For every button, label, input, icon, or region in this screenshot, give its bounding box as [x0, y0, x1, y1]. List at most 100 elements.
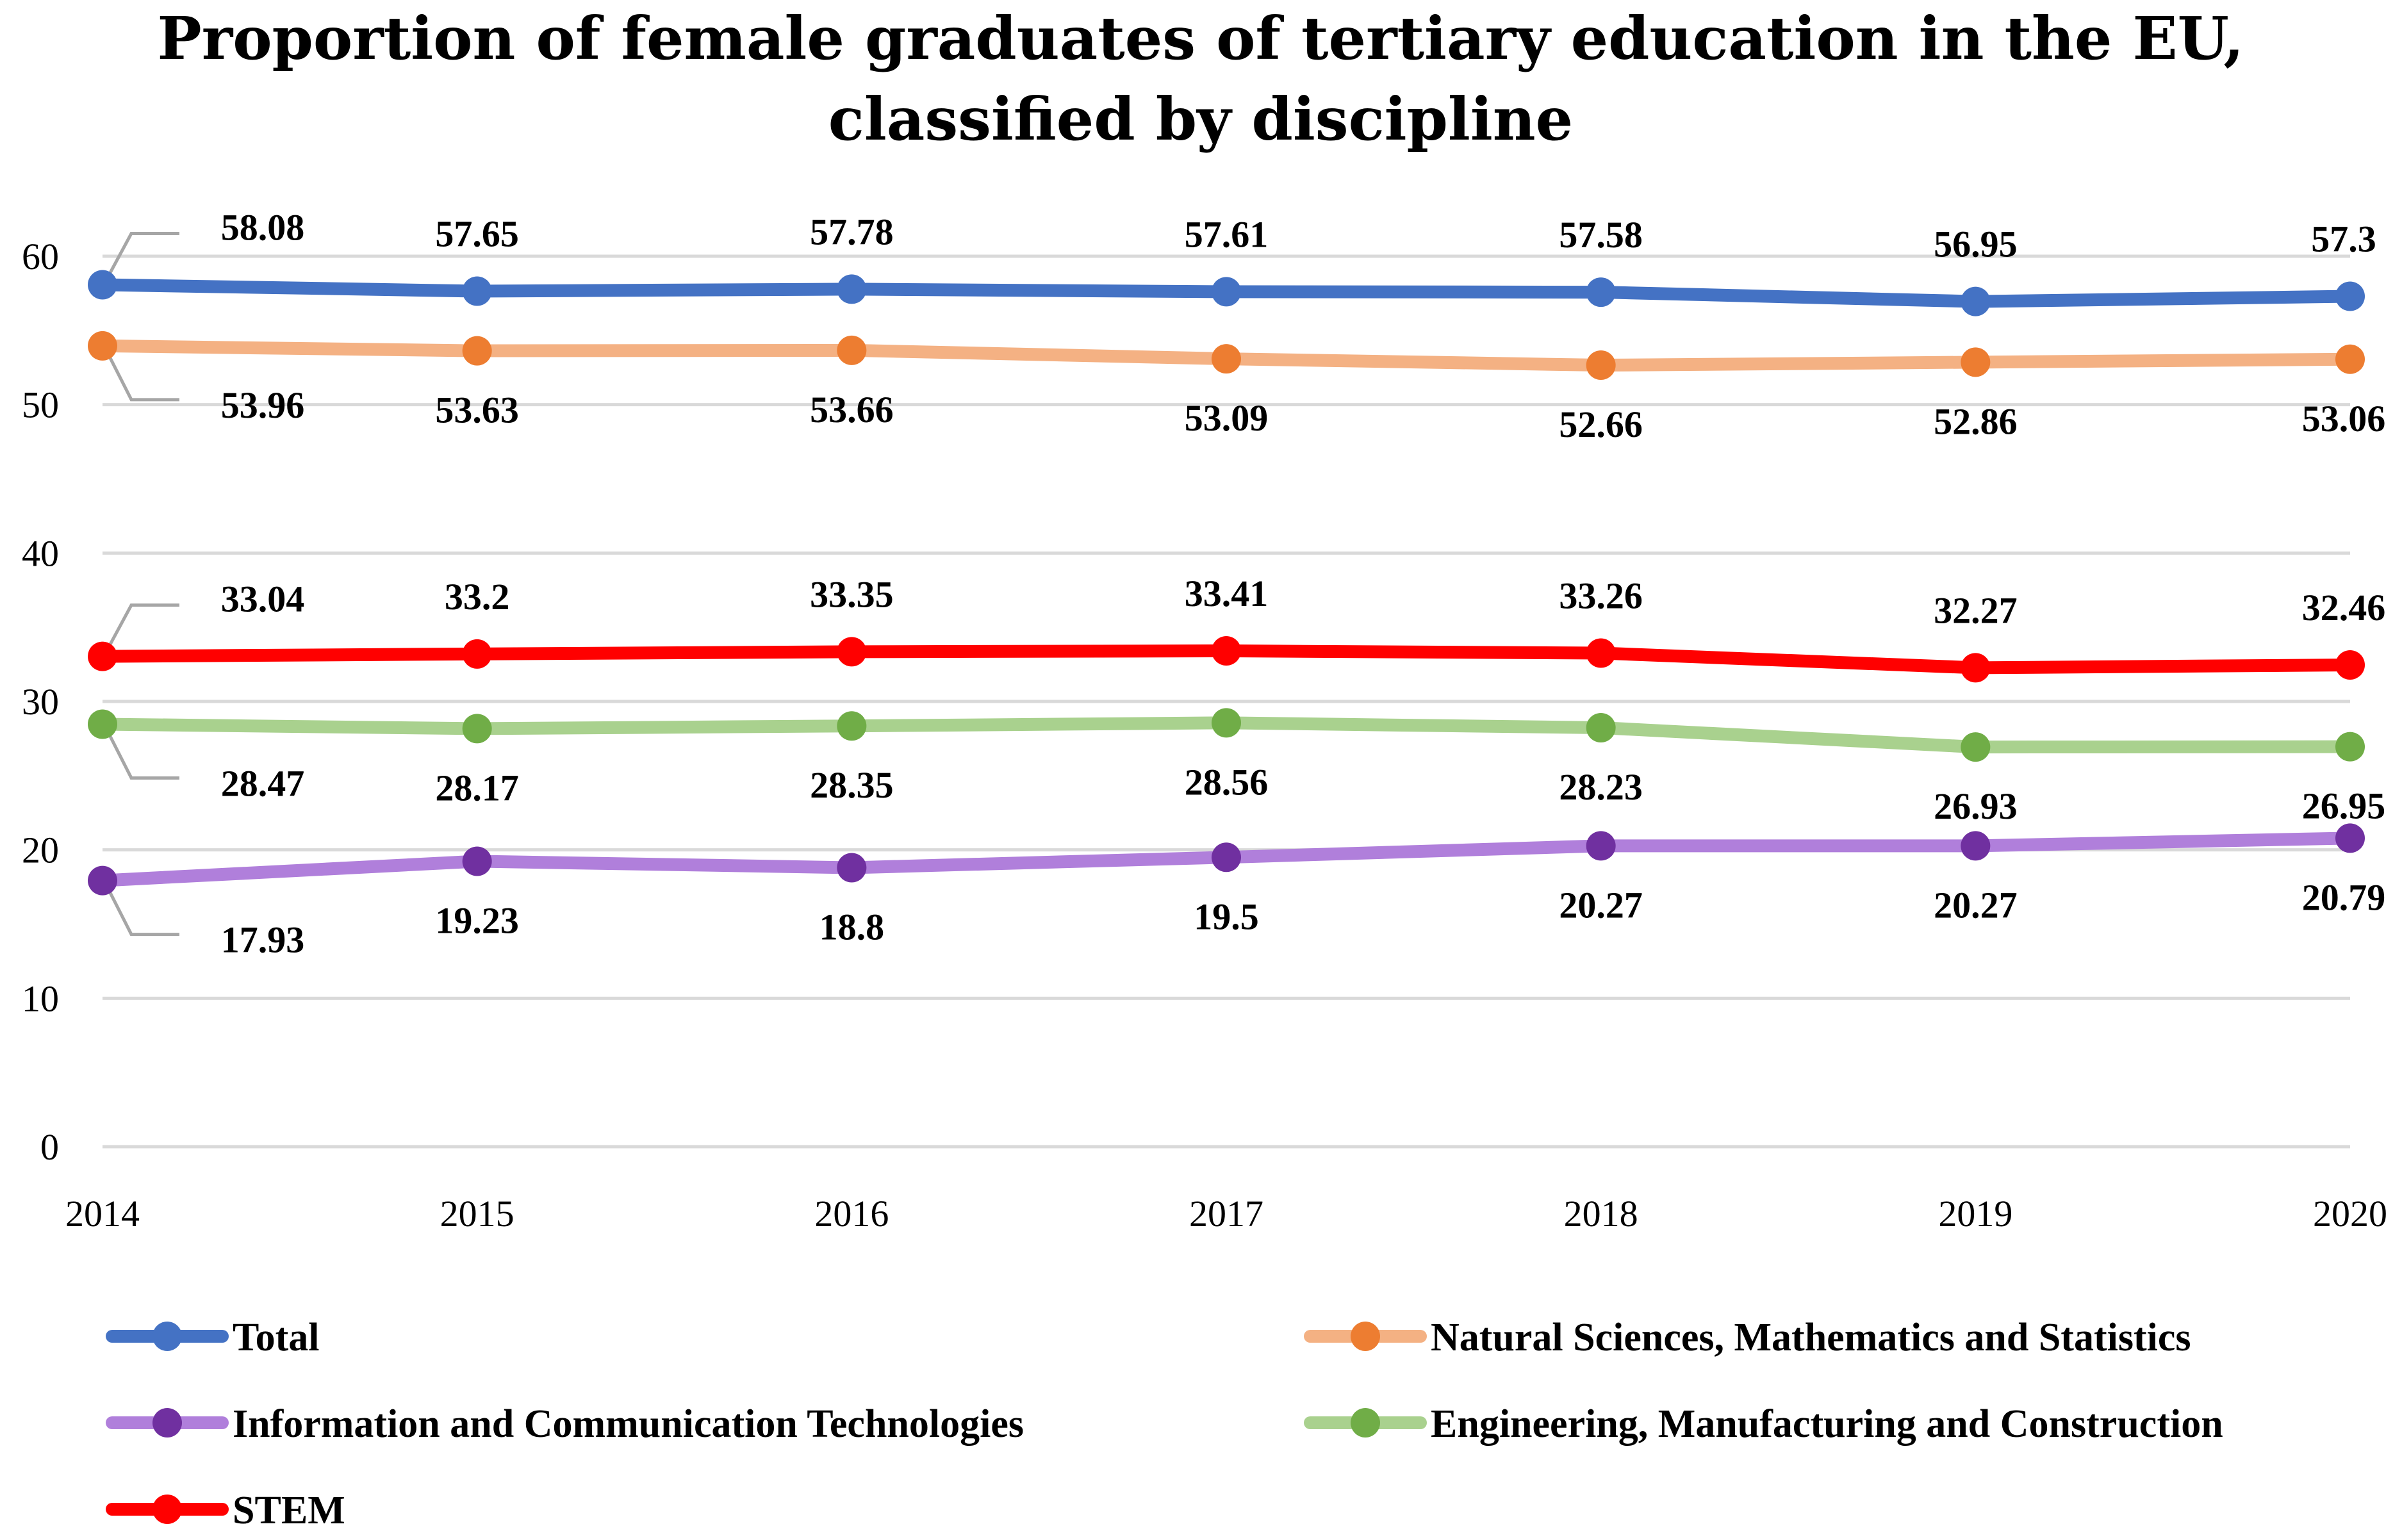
data-point-stem: [2335, 650, 2365, 680]
data-point-stem: [1961, 653, 1991, 683]
data-label-stem: 33.04: [221, 578, 305, 620]
data-point-natsci: [462, 336, 492, 366]
leader-line-total: [107, 231, 179, 276]
data-point-eng: [88, 709, 117, 739]
x-axis-tick-labels: 2014 2015 2016 2017 2018 2019 2020: [65, 1193, 2387, 1234]
data-point-total: [2335, 281, 2365, 311]
leader-line-stem: [107, 603, 179, 648]
leader-line-natsci: [107, 354, 179, 402]
y-tick-label: 30: [22, 681, 59, 723]
data-point-ict: [1586, 831, 1616, 861]
data-point-total: [462, 276, 492, 306]
legend-label: Natural Sciences, Mathematics and Statis…: [1431, 1316, 2191, 1359]
series-stem: [88, 636, 2365, 683]
data-point-natsci: [1212, 344, 1241, 374]
data-point-ict: [88, 865, 117, 896]
data-label-stem: 33.41: [1185, 573, 1269, 614]
data-label-total: 56.95: [1934, 224, 2018, 265]
data-point-ict: [2335, 823, 2365, 853]
data-label-eng: 28.23: [1559, 766, 1643, 808]
data-point-ict: [1212, 842, 1241, 872]
data-label-eng: 26.95: [2302, 785, 2386, 827]
data-point-total: [837, 274, 867, 304]
data-label-ict: 17.93: [221, 919, 305, 961]
y-tick-label: 40: [22, 532, 59, 574]
legend-label: Total: [233, 1316, 320, 1359]
y-tick-label: 0: [40, 1126, 59, 1168]
series-layer: [88, 270, 2365, 896]
data-point-eng: [2335, 732, 2365, 762]
data-label-natsci: 53.96: [221, 384, 305, 426]
legend-swatch-marker: [152, 1322, 182, 1351]
data-label-total: 57.3: [2311, 218, 2376, 260]
data-point-stem: [1586, 638, 1616, 668]
data-label-stem: 33.26: [1559, 575, 1643, 616]
x-tick-label: 2018: [1564, 1193, 1638, 1234]
legend-label: STEM: [233, 1489, 345, 1532]
data-label-ict: 19.5: [1194, 896, 1259, 937]
legend-label: Engineering, Manufacturing and Construct…: [1431, 1402, 2223, 1446]
legend-entry-stem: STEM: [106, 1489, 345, 1532]
data-point-eng: [1586, 713, 1616, 743]
data-label-eng: 28.35: [810, 764, 894, 806]
data-point-natsci: [837, 335, 867, 365]
data-label-eng: 28.17: [435, 767, 519, 808]
data-label-ict: 20.79: [2302, 876, 2386, 918]
legend-swatch-marker: [152, 1495, 182, 1524]
data-point-stem: [88, 641, 117, 671]
legend-swatch-marker: [152, 1408, 182, 1438]
data-point-total: [1586, 277, 1616, 307]
x-tick-label: 2016: [814, 1193, 889, 1234]
data-point-natsci: [2335, 344, 2365, 374]
data-label-stem: 32.46: [2302, 587, 2386, 628]
data-point-stem: [1212, 636, 1241, 666]
legend-label: Information and Communication Technologi…: [233, 1402, 1024, 1446]
chart-title-line-2: classified by discipline: [828, 85, 1573, 154]
chart-title-line-1: Proportion of female graduates of tertia…: [158, 4, 2244, 73]
legend-entry-natsci: Natural Sciences, Mathematics and Statis…: [1304, 1316, 2191, 1359]
x-tick-label: 2019: [1938, 1193, 2012, 1234]
data-point-eng: [1212, 708, 1241, 738]
data-label-ict: 20.27: [1934, 884, 2018, 926]
x-tick-label: 2015: [440, 1193, 514, 1234]
data-label-eng: 28.47: [221, 762, 305, 804]
leader-line-ict: [107, 889, 179, 937]
data-label-total: 57.61: [1185, 213, 1269, 255]
data-point-total: [1212, 277, 1241, 307]
data-point-total: [88, 270, 117, 300]
data-point-eng: [837, 711, 867, 741]
y-tick-label: 60: [22, 236, 59, 277]
data-point-natsci: [1586, 350, 1616, 381]
data-label-stem: 32.27: [1934, 589, 2018, 631]
leader-line-eng: [107, 733, 179, 780]
data-label-ict: 20.27: [1559, 884, 1643, 926]
data-label-stem: 33.35: [810, 573, 894, 615]
x-tick-label: 2014: [65, 1193, 140, 1234]
data-label-eng: 26.93: [1934, 785, 2018, 827]
y-tick-label: 20: [22, 830, 59, 871]
legend-swatch-marker: [1351, 1322, 1380, 1351]
data-labels: 58.08 57.65 57.78 57.61 57.58 56.95 57.3 53.96 5…: [221, 206, 2386, 960]
y-axis-tick-labels: 0 10 20 30 40 50 60: [22, 236, 59, 1168]
data-point-natsci: [1961, 347, 1991, 377]
data-label-total: 57.78: [810, 211, 894, 252]
data-label-natsci: 53.63: [435, 389, 519, 431]
data-label-leader-lines: [107, 231, 179, 937]
series-eng: [88, 708, 2365, 762]
data-label-eng: 28.56: [1185, 761, 1269, 803]
data-label-ict: 19.23: [435, 900, 519, 942]
y-tick-label: 50: [22, 384, 59, 426]
data-label-total: 58.08: [221, 206, 305, 248]
data-label-ict: 18.8: [819, 906, 885, 947]
data-point-stem: [462, 639, 492, 669]
x-tick-label: 2017: [1189, 1193, 1263, 1234]
data-point-ict: [837, 853, 867, 883]
data-label-natsci: 52.66: [1559, 404, 1643, 445]
data-point-ict: [462, 846, 492, 876]
data-label-natsci: 53.66: [810, 389, 894, 430]
y-tick-label: 10: [22, 978, 59, 1019]
data-point-eng: [462, 714, 492, 744]
data-label-natsci: 53.06: [2302, 398, 2386, 439]
legend-entry-ict: Information and Communication Technologi…: [106, 1402, 1024, 1446]
